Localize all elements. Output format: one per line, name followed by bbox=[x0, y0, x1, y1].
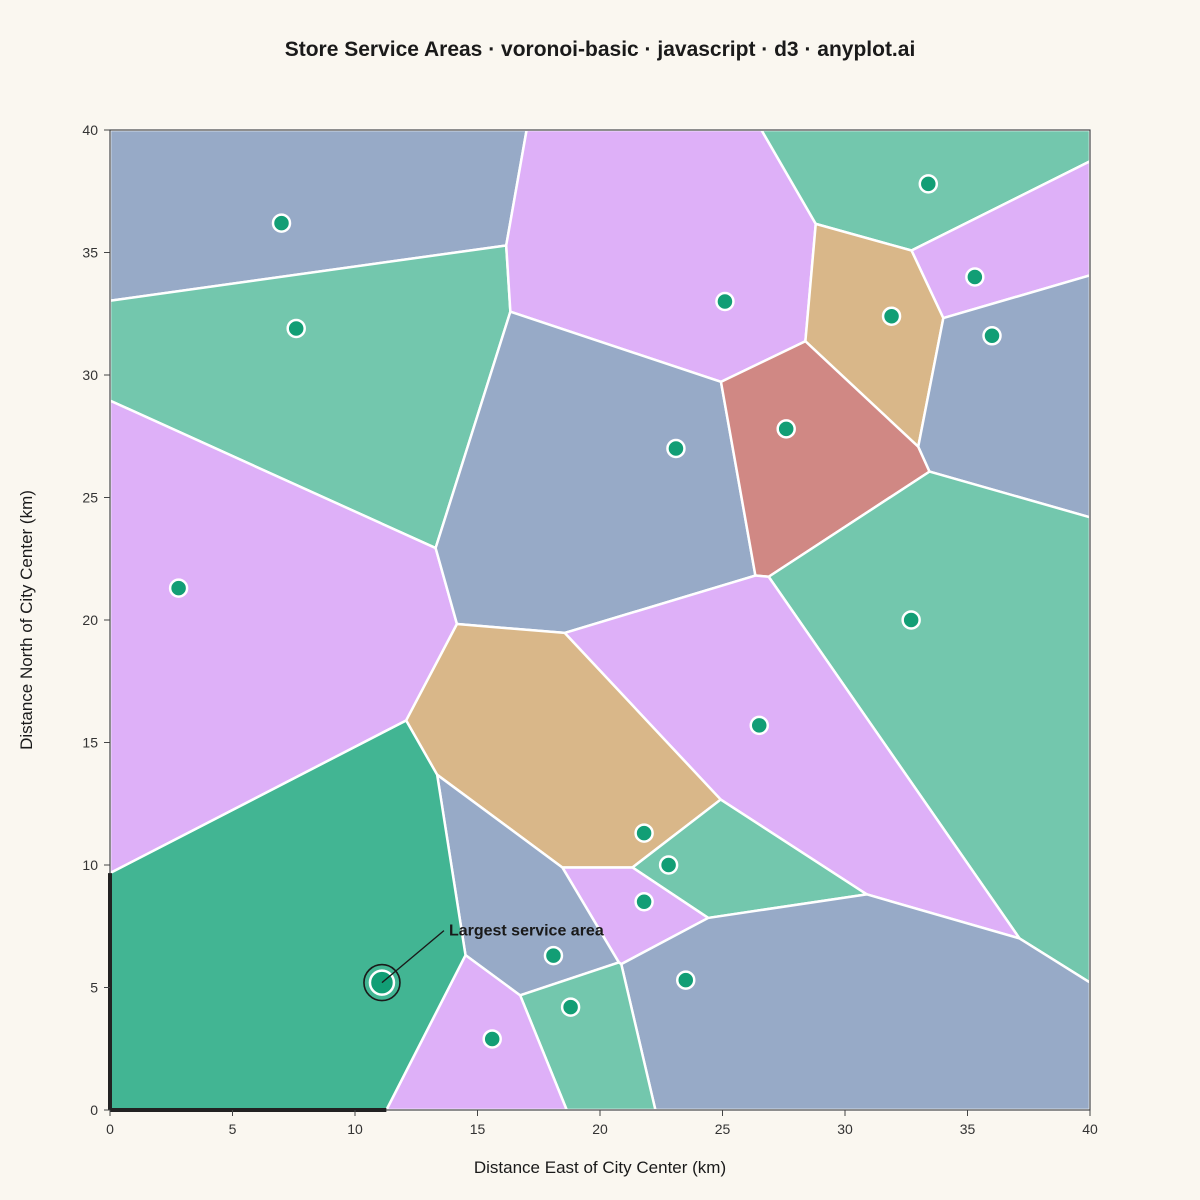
x-tick-label: 10 bbox=[347, 1121, 363, 1137]
x-tick-label: 0 bbox=[106, 1121, 114, 1137]
store-point[interactable] bbox=[634, 892, 654, 912]
store-point[interactable] bbox=[286, 318, 306, 339]
x-tick-label: 40 bbox=[1082, 1121, 1098, 1137]
store-point[interactable] bbox=[715, 291, 735, 312]
store-point[interactable] bbox=[918, 174, 939, 194]
highlight-ring bbox=[363, 963, 401, 1002]
store-point[interactable] bbox=[658, 855, 679, 875]
store-point[interactable] bbox=[901, 610, 921, 630]
store-point[interactable] bbox=[965, 267, 985, 287]
store-point[interactable] bbox=[634, 823, 654, 843]
x-tick-label: 30 bbox=[837, 1121, 853, 1137]
y-tick-label: 10 bbox=[82, 857, 98, 873]
store-point[interactable] bbox=[482, 1029, 502, 1049]
y-tick-label: 0 bbox=[90, 1102, 98, 1118]
x-tick-label: 20 bbox=[592, 1121, 608, 1137]
annotation-text: Largest service area bbox=[449, 923, 604, 940]
y-tick-label: 30 bbox=[82, 367, 98, 383]
store-point[interactable] bbox=[776, 419, 796, 439]
store-point[interactable] bbox=[560, 997, 581, 1017]
x-axis-label: Distance East of City Center (km) bbox=[473, 1158, 727, 1177]
axes-layer: 0 5 10 15 20 25 30 35 40 0 5 10 15 20 25 30 35 40 bbox=[82, 122, 1098, 1137]
y-axis-label: Distance North of City Center (km) bbox=[17, 490, 36, 750]
x-tick-label: 15 bbox=[470, 1121, 486, 1137]
markers-layer bbox=[168, 174, 1002, 1049]
store-point[interactable] bbox=[881, 306, 902, 326]
x-tick-label: 25 bbox=[715, 1121, 731, 1137]
store-point[interactable] bbox=[543, 945, 564, 966]
cells-layer bbox=[108, 128, 1092, 1112]
store-point[interactable] bbox=[982, 326, 1002, 346]
y-tick-label: 25 bbox=[82, 490, 98, 506]
store-point[interactable] bbox=[676, 970, 696, 990]
store-point[interactable] bbox=[749, 715, 769, 736]
store-point[interactable] bbox=[666, 438, 686, 459]
y-tick-label: 15 bbox=[82, 735, 98, 751]
store-point[interactable] bbox=[271, 213, 292, 233]
y-tick-label: 35 bbox=[82, 245, 98, 261]
chart-title: Store Service Areas · voronoi-basic · ja… bbox=[284, 38, 916, 61]
annotation-layer: Largest service area bbox=[381, 923, 604, 984]
annotation-leader-line bbox=[381, 930, 445, 984]
y-tick-label: 20 bbox=[82, 612, 98, 628]
y-tick-label: 5 bbox=[90, 980, 98, 996]
y-tick-label: 40 bbox=[82, 122, 98, 138]
x-tick-label: 5 bbox=[229, 1121, 237, 1137]
x-tick-label: 35 bbox=[960, 1121, 976, 1137]
store-point[interactable] bbox=[168, 578, 189, 598]
